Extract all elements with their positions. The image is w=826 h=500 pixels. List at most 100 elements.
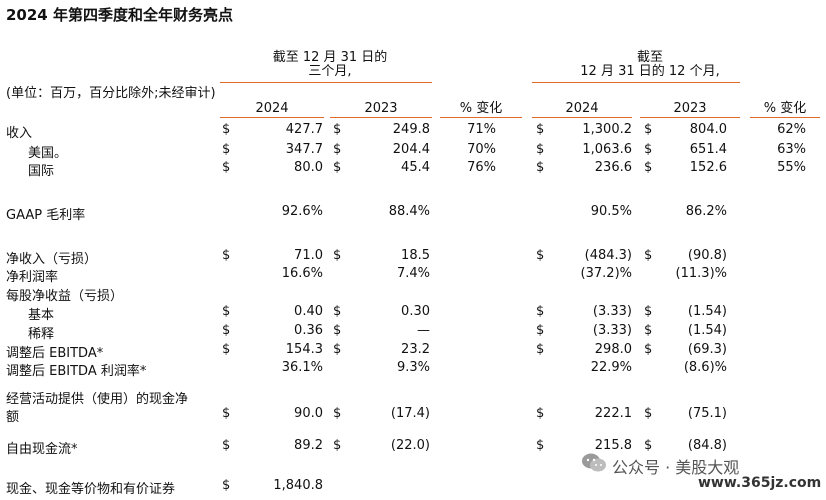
currency-symbol: $ — [536, 122, 545, 137]
cell-value: 651.4 — [689, 142, 727, 157]
currency-symbol: $ — [536, 323, 545, 338]
cell-value: 1,300.2 — [582, 122, 632, 137]
cell-value: 23.2 — [401, 342, 430, 357]
quarter-period-line2: 三个月, — [308, 64, 352, 79]
row-label: 经营活动提供（使用）的现金净 — [6, 392, 189, 407]
year-header-rule — [532, 82, 740, 83]
col-rule — [640, 117, 740, 118]
currency-symbol: $ — [644, 438, 653, 453]
col-qchange: % 变化 — [459, 101, 503, 116]
currency-symbol: $ — [222, 323, 231, 338]
cell-value: 0.30 — [401, 304, 430, 319]
col-rule — [220, 117, 324, 118]
currency-symbol: $ — [536, 406, 545, 421]
currency-symbol: $ — [222, 438, 231, 453]
cell-value: (37.2)% — [580, 266, 632, 281]
currency-symbol: $ — [536, 438, 545, 453]
cell-value: (22.0) — [390, 438, 430, 453]
cell-value: 80.0 — [294, 160, 323, 175]
cell-value: 62% — [777, 122, 806, 137]
watermark-text: 公众号 · 美股大观 — [612, 458, 740, 477]
currency-symbol: $ — [333, 122, 342, 137]
currency-symbol: $ — [333, 342, 342, 357]
cell-value: (69.3) — [687, 342, 727, 357]
row-label: 净收入（亏损） — [6, 252, 98, 267]
cell-value: 1,063.6 — [582, 142, 632, 157]
cell-value: 76% — [467, 160, 496, 175]
currency-symbol: $ — [222, 142, 231, 157]
currency-symbol: $ — [644, 323, 653, 338]
currency-symbol: $ — [222, 304, 231, 319]
cell-value: 90.0 — [294, 406, 323, 421]
row-label: 基本 — [28, 308, 55, 323]
year-period-line2: 12 月 31 日的 12 个月, — [580, 64, 720, 79]
row-label: 调整后 EBITDA* — [6, 346, 104, 361]
units-note: (单位：百万，百分比除外;未经审计) — [6, 86, 216, 101]
currency-symbol: $ — [222, 122, 231, 137]
cell-value: 204.4 — [392, 142, 430, 157]
cell-value: 347.7 — [285, 142, 323, 157]
cell-value: 71% — [467, 122, 496, 137]
col-rule — [750, 117, 820, 118]
currency-symbol: $ — [333, 248, 342, 263]
cell-value: 86.2% — [685, 204, 727, 219]
cell-value: 1,840.8 — [273, 478, 323, 493]
currency-symbol: $ — [222, 160, 231, 175]
cell-value: 45.4 — [401, 160, 430, 175]
currency-symbol: $ — [536, 160, 545, 175]
row-label: 现金、现金等价物和有价证券 — [6, 482, 176, 497]
col-rule — [330, 117, 432, 118]
col-rule — [440, 117, 522, 118]
row-label: 稀释 — [28, 327, 55, 342]
currency-symbol: $ — [333, 406, 342, 421]
currency-symbol: $ — [222, 406, 231, 421]
cell-value: 0.36 — [294, 323, 323, 338]
row-label: GAAP 毛利率 — [6, 208, 86, 223]
cell-value: 90.5% — [590, 204, 632, 219]
cell-value: (90.8) — [687, 248, 727, 263]
cell-value: 18.5 — [401, 248, 430, 263]
currency-symbol: $ — [536, 248, 545, 263]
cell-value: 222.1 — [594, 406, 632, 421]
col-ychange: % 变化 — [763, 101, 807, 116]
currency-symbol: $ — [644, 248, 653, 263]
cell-value: 7.4% — [396, 266, 430, 281]
cell-value: 249.8 — [392, 122, 430, 137]
row-label: 美国。 — [28, 146, 68, 161]
cell-value: (84.8) — [687, 438, 727, 453]
row-label: 每股净收益（亏损） — [6, 289, 124, 304]
currency-symbol: $ — [222, 478, 231, 493]
cell-value: 427.7 — [285, 122, 323, 137]
cell-value: 9.3% — [396, 360, 430, 375]
cell-value: 215.8 — [594, 438, 632, 453]
source-url: www.365jz.com — [698, 475, 822, 491]
currency-symbol: $ — [333, 323, 342, 338]
currency-symbol: $ — [644, 304, 653, 319]
cell-value: (484.3) — [584, 248, 632, 263]
cell-value: (1.54) — [687, 323, 727, 338]
currency-symbol: $ — [333, 160, 342, 175]
cell-value: 16.6% — [281, 266, 323, 281]
cell-value: 70% — [467, 142, 496, 157]
currency-symbol: $ — [536, 342, 545, 357]
cell-value: 89.2 — [294, 438, 323, 453]
cell-value: 236.6 — [594, 160, 632, 175]
cell-value: 71.0 — [294, 248, 323, 263]
row-label: 自由现金流* — [6, 442, 78, 457]
currency-symbol: $ — [644, 142, 653, 157]
col-y2023: 2023 — [673, 101, 707, 116]
year-period-line1: 截至 — [636, 50, 663, 65]
cell-value: 92.6% — [281, 204, 323, 219]
col-q2023: 2023 — [364, 101, 398, 116]
col-q2024: 2024 — [255, 101, 289, 116]
cell-value: 804.0 — [689, 122, 727, 137]
row-label: 国际 — [28, 164, 55, 179]
cell-value: 0.40 — [294, 304, 323, 319]
cell-value: (3.33) — [592, 304, 632, 319]
row-label: 额 — [6, 410, 20, 425]
cell-value: 152.6 — [689, 160, 727, 175]
cell-value: 36.1% — [281, 360, 323, 375]
page-title: 2024 年第四季度和全年财务亮点 — [6, 6, 233, 24]
cell-value: (1.54) — [687, 304, 727, 319]
cell-value: 298.0 — [594, 342, 632, 357]
